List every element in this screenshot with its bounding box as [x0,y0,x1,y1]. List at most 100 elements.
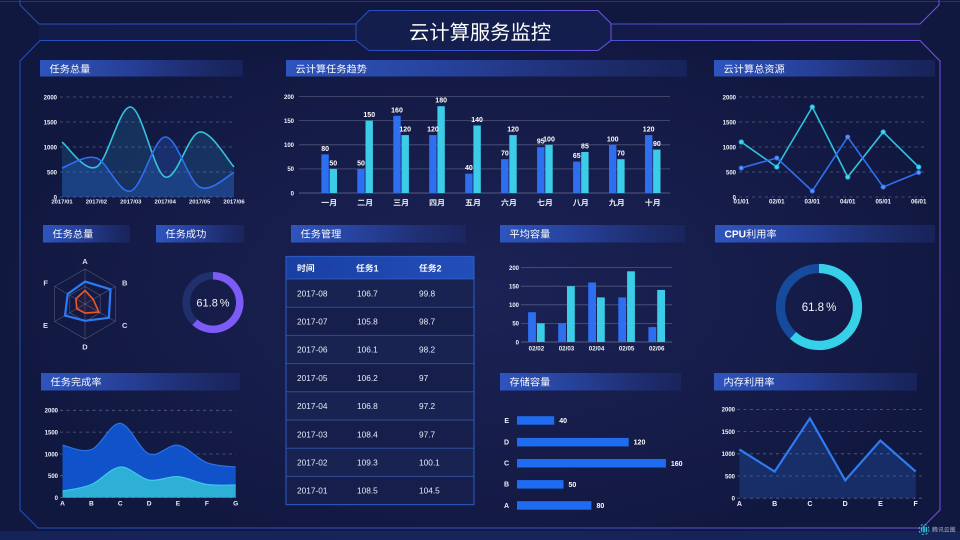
svg-text:A: A [82,257,88,266]
svg-text:97: 97 [419,373,429,383]
svg-text:2017/05: 2017/05 [189,200,211,206]
svg-text:CPU: CPU [725,230,747,241]
svg-text:02/06: 02/06 [649,346,665,353]
svg-text:D: D [504,440,509,447]
svg-text:106.1: 106.1 [357,345,378,355]
svg-text:B: B [772,501,777,508]
svg-text:150: 150 [363,112,375,119]
svg-text:0: 0 [733,195,737,201]
svg-text:1000: 1000 [723,145,737,151]
svg-text:50: 50 [569,482,577,489]
svg-text:06/01: 06/01 [911,199,927,206]
svg-text:D: D [147,501,152,508]
svg-text:1500: 1500 [723,120,737,126]
svg-text:1: 1 [374,263,379,273]
svg-text:109.3: 109.3 [357,458,378,468]
svg-text:02/04: 02/04 [589,346,605,353]
svg-text:0: 0 [54,195,58,201]
svg-text:02/02: 02/02 [529,346,545,353]
svg-text:40: 40 [465,165,473,172]
svg-text:F: F [205,501,209,508]
svg-text:97.2: 97.2 [419,401,436,411]
svg-text:D: D [82,342,88,351]
svg-text:95: 95 [537,139,545,146]
svg-text:01/01: 01/01 [734,199,750,206]
svg-text:61.8: 61.8 [196,297,217,309]
svg-text:70: 70 [501,151,509,158]
svg-text:120: 120 [634,440,646,447]
svg-text:2017/02: 2017/02 [86,200,108,206]
svg-text:2017/03: 2017/03 [120,200,142,206]
svg-text:100: 100 [509,303,520,309]
svg-text:120: 120 [643,127,655,134]
svg-text:50: 50 [512,322,519,328]
svg-text:2017-01: 2017-01 [297,486,328,496]
svg-text:99.8: 99.8 [419,288,436,298]
svg-text:0: 0 [516,340,520,346]
svg-text:03/01: 03/01 [805,199,821,206]
svg-text:05/01: 05/01 [875,199,891,206]
svg-text:F: F [914,501,919,508]
svg-text:A: A [60,501,65,508]
svg-text:B: B [89,501,94,508]
svg-text:1000: 1000 [45,452,59,458]
svg-text:140: 140 [471,117,483,124]
svg-text:120: 120 [507,127,519,134]
svg-text:180: 180 [435,98,447,105]
svg-text:2017-06: 2017-06 [297,345,328,355]
svg-text:C: C [807,501,812,508]
svg-text:D: D [843,501,848,508]
svg-text:100.1: 100.1 [419,458,440,468]
svg-text:120: 120 [399,127,411,134]
svg-text:65: 65 [573,153,581,160]
svg-text:02/01: 02/01 [769,199,785,206]
svg-text:150: 150 [284,119,295,125]
svg-text:50: 50 [357,160,365,167]
svg-text:106.7: 106.7 [357,288,378,298]
svg-text:C: C [504,461,509,468]
svg-text:0: 0 [291,191,295,197]
svg-text:100: 100 [607,136,619,143]
svg-text:B: B [122,278,128,287]
svg-text:50: 50 [287,167,294,173]
svg-text:1000: 1000 [722,452,736,458]
svg-text:1500: 1500 [44,120,58,126]
svg-text:50: 50 [329,160,337,167]
svg-text:61.8: 61.8 [802,302,824,314]
svg-text:02/05: 02/05 [619,346,635,353]
svg-text:A: A [737,501,742,508]
svg-text:500: 500 [48,474,59,480]
svg-text:2017-07: 2017-07 [297,317,328,327]
svg-text:E: E [176,501,181,508]
svg-text:150: 150 [509,285,520,291]
svg-text:2017-04: 2017-04 [297,401,328,411]
svg-text:70: 70 [617,151,625,158]
svg-text:40: 40 [559,418,567,425]
svg-text:108.4: 108.4 [357,429,378,439]
svg-text:1500: 1500 [45,430,59,436]
svg-text:2: 2 [437,263,442,273]
svg-text:98.7: 98.7 [419,317,436,327]
svg-text:200: 200 [284,95,295,101]
svg-text:B: B [504,482,509,489]
svg-text:80: 80 [596,503,604,510]
svg-text:0: 0 [732,497,736,503]
svg-text:2017-03: 2017-03 [297,429,328,439]
svg-text:200: 200 [509,266,520,272]
svg-text:2017-08: 2017-08 [297,288,328,298]
svg-text:105.8: 105.8 [357,317,378,327]
svg-text:2000: 2000 [45,409,59,415]
svg-text:2000: 2000 [723,95,737,101]
svg-text:106.8: 106.8 [357,401,378,411]
svg-text:98.2: 98.2 [419,345,436,355]
svg-text:90: 90 [653,141,661,148]
svg-text:500: 500 [725,474,736,480]
svg-text:02/03: 02/03 [559,346,575,353]
svg-text:120: 120 [427,127,439,134]
svg-text:85: 85 [581,143,589,150]
svg-text:04/01: 04/01 [840,199,856,206]
svg-text:2017-02: 2017-02 [297,458,328,468]
svg-text:1000: 1000 [44,145,58,151]
svg-text:106.2: 106.2 [357,373,378,383]
svg-text:104.5: 104.5 [419,486,440,496]
